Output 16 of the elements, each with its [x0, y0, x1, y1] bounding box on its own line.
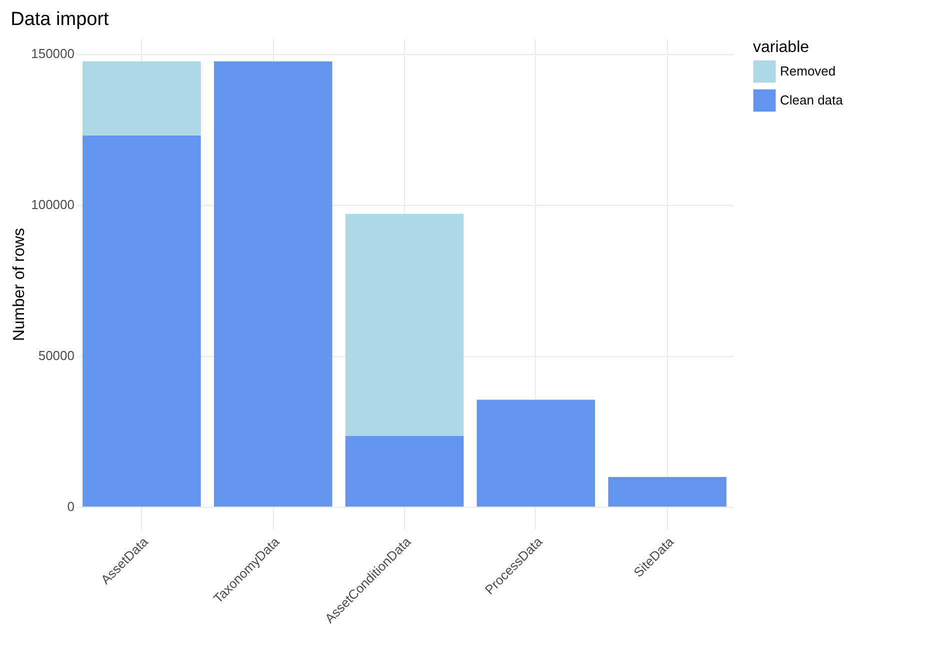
bar [214, 61, 332, 507]
y-tick-label: 0 [67, 499, 74, 514]
bar [345, 214, 464, 436]
bar [476, 400, 596, 507]
y-axis-title: Number of rows [11, 228, 28, 341]
bar [345, 436, 464, 507]
y-tick-label: 100000 [31, 197, 74, 212]
bar [82, 61, 201, 136]
chart-title: Data import [10, 9, 110, 30]
y-tick-label: 150000 [31, 46, 74, 61]
bar [608, 477, 726, 507]
legend-label: Clean data [780, 92, 844, 108]
y-tick-label: 50000 [38, 348, 74, 364]
legend-label: Removed [780, 64, 836, 78]
legend-title: variable [753, 39, 810, 56]
bar [82, 135, 201, 507]
